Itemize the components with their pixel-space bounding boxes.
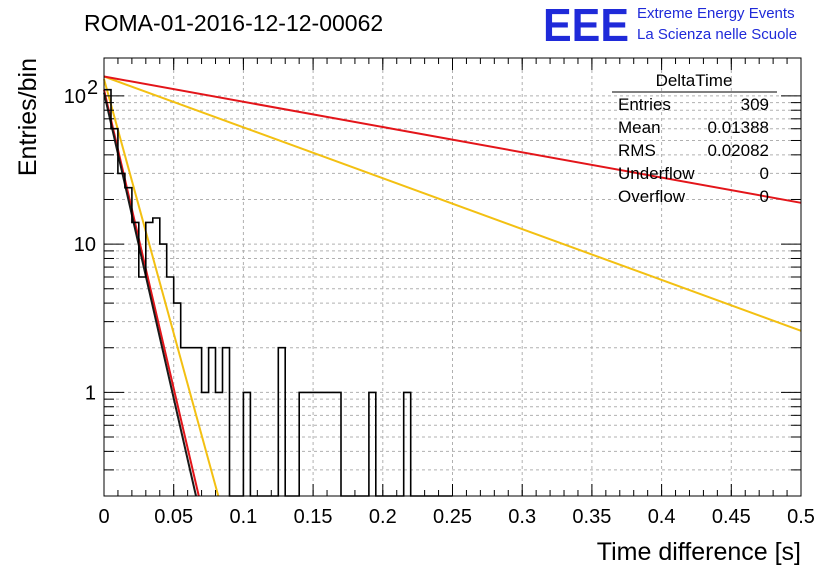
- x-tick-label: 0.2: [369, 506, 397, 528]
- stats-label-overflow: Overflow: [618, 187, 686, 206]
- fit-curve: [103, 89, 200, 497]
- fit-curve: [103, 75, 802, 204]
- chart-title: ROMA-01-2016-12-12-00062: [84, 10, 383, 36]
- logo-line-1: Extreme Energy Events: [637, 5, 795, 22]
- x-tick-label: 0.45: [712, 506, 751, 528]
- fit-curves: [103, 75, 802, 497]
- stats-label-rms: RMS: [618, 141, 656, 160]
- stats-label-underflow: Underflow: [618, 164, 695, 183]
- logo-line-2: La Scienza nelle Scuole: [637, 26, 797, 43]
- stats-box: DeltaTime Entries 309 Mean 0.01388 RMS 0…: [612, 71, 777, 206]
- y-tick-label: 10: [74, 234, 96, 256]
- grid: [104, 58, 801, 497]
- x-tick-label: 0.05: [154, 506, 193, 528]
- stats-value-rms: 0.02082: [708, 141, 769, 160]
- x-tick-label: 0.15: [294, 506, 333, 528]
- eee-logo: EEE: [543, 0, 629, 51]
- y-tick-exponent: 2: [87, 77, 98, 99]
- stats-value-mean: 0.01388: [708, 118, 769, 137]
- x-tick-label: 0.35: [572, 506, 611, 528]
- y-tick-label: 1: [85, 382, 96, 404]
- histogram-outline: [104, 88, 453, 497]
- x-tick-label: 0.1: [229, 506, 257, 528]
- y-axis-label: Entries/bin: [14, 58, 42, 176]
- x-tick-label: 0: [98, 506, 109, 528]
- x-tick-label: 0.4: [648, 506, 676, 528]
- stats-label-entries: Entries: [618, 95, 671, 114]
- stats-value-underflow: 0: [760, 164, 769, 183]
- x-tick-labels: 0 0.05 0.1 0.15 0.2 0.25 0.3 0.35 0.4 0.45 0.5: [98, 506, 814, 528]
- x-axis-label: Time difference [s]: [597, 538, 801, 566]
- x-tick-label: 0.5: [787, 506, 815, 528]
- stats-title: DeltaTime: [656, 71, 733, 90]
- stats-value-overflow: 0: [760, 187, 769, 206]
- axis-ticks: [103, 58, 802, 497]
- fit-curve: [103, 78, 220, 497]
- stats-value-entries: 309: [741, 95, 769, 114]
- y-tick-label: 10: [64, 86, 86, 108]
- fit-curve: [103, 92, 197, 497]
- stats-label-mean: Mean: [618, 118, 661, 137]
- fit-curve: [103, 75, 802, 332]
- x-tick-label: 0.3: [508, 506, 536, 528]
- histogram-bars: [104, 88, 453, 497]
- x-tick-label: 0.25: [433, 506, 472, 528]
